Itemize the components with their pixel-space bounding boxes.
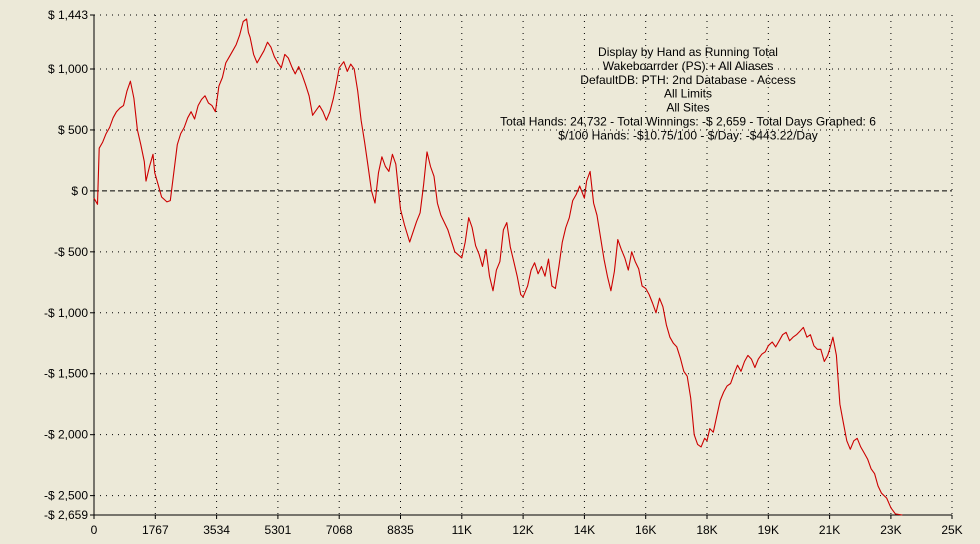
x-tick-label: 11K xyxy=(452,523,472,537)
chart-title-line: $/100 Hands: -$10.75/100 - $/Day: -$443.… xyxy=(558,128,818,142)
y-tick-label: -$ 500 xyxy=(54,245,88,259)
y-tick-label: -$ 2,000 xyxy=(44,428,88,442)
x-tick-label: 8835 xyxy=(387,523,414,537)
chart-title-line: Display by Hand as Running Total xyxy=(598,45,778,59)
y-tick-label: $ 1,443 xyxy=(48,8,88,22)
chart-title-line: All Sites xyxy=(666,101,709,115)
x-tick-label: 21K xyxy=(819,523,840,537)
x-tick-label: 5301 xyxy=(265,523,292,537)
axes xyxy=(90,14,953,519)
x-tick-label: 1767 xyxy=(142,523,169,537)
x-tick-label: 25K xyxy=(941,523,962,537)
y-tick-label: -$ 2,500 xyxy=(44,489,88,503)
x-tick-label: 16K xyxy=(635,523,656,537)
chart-title-block: Display by Hand as Running TotalWakeboar… xyxy=(500,45,876,142)
chart-title-line: Wakeboarrder (PS) + All Aliases xyxy=(603,59,774,73)
y-tick-label: $ 500 xyxy=(58,123,88,137)
x-tick-label: 12K xyxy=(512,523,533,537)
x-tick-label: 3534 xyxy=(203,523,230,537)
x-tick-label: 18K xyxy=(696,523,717,537)
x-tick-label: 0 xyxy=(91,523,98,537)
chart-title-line: Total Hands: 24,732 - Total Winnings: -$… xyxy=(500,115,876,129)
series-layer xyxy=(93,18,903,516)
chart-title-line: All Limits xyxy=(664,87,712,101)
x-tick-label: 19K xyxy=(758,523,779,537)
x-tick-label: 14K xyxy=(574,523,595,537)
x-tick-label: 23K xyxy=(880,523,901,537)
y-tick-label: -$ 1,000 xyxy=(44,306,88,320)
x-tick-label: 7068 xyxy=(326,523,353,537)
y-tick-label: -$ 2,659 xyxy=(44,508,88,522)
y-tick-label: $ 1,000 xyxy=(48,62,88,76)
grid-lines xyxy=(94,14,953,516)
y-tick-label: -$ 1,500 xyxy=(44,367,88,381)
chart-title-line: DefaultDB: PTH: 2nd Database - Access xyxy=(580,73,795,87)
running-total-line xyxy=(93,18,903,516)
y-tick-label: $ 0 xyxy=(71,184,88,198)
tick-labels: $ 1,443 $ 1,000 $ 500 $ 0 -$ 500 -$ 1,000 -$ 1… xyxy=(44,8,963,537)
